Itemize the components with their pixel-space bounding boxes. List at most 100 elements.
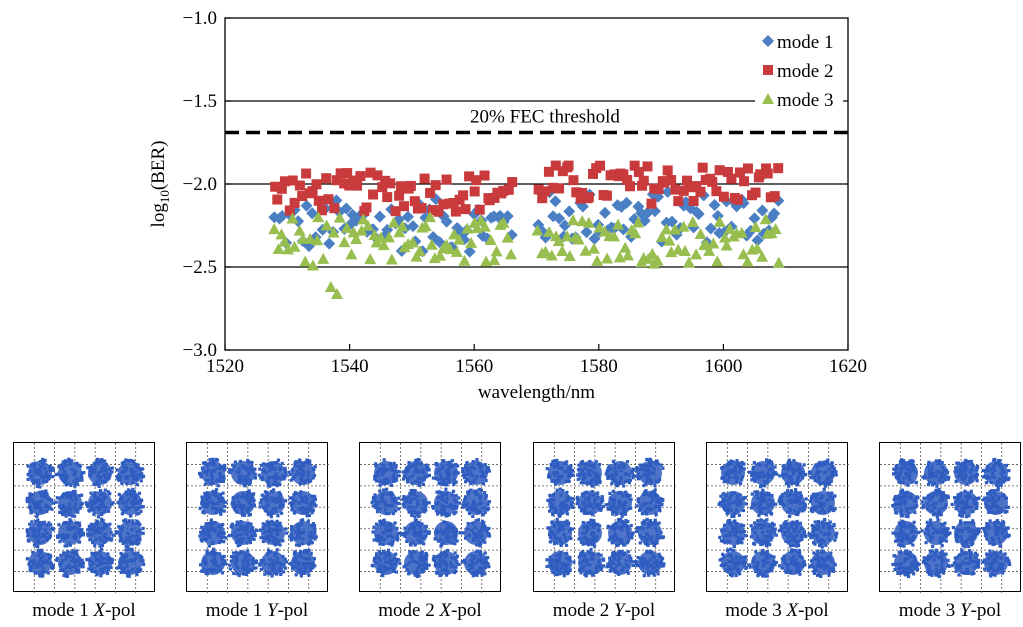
constellation-cluster	[608, 461, 632, 485]
constellation-point	[441, 459, 445, 463]
constellation-point	[401, 470, 405, 474]
constellation-point	[227, 468, 232, 472]
constellation-point	[131, 487, 135, 492]
constellation-point	[810, 524, 814, 528]
constellation-point	[820, 545, 824, 549]
constellation-point	[30, 520, 34, 524]
constellation-point	[131, 519, 135, 523]
constellation-point	[25, 557, 29, 561]
constellation-cluster	[578, 551, 602, 575]
point-mode-1	[598, 206, 611, 219]
constellation-point	[744, 555, 748, 559]
constellation-point	[454, 494, 458, 498]
point-mode-3	[377, 239, 390, 251]
constellation-cluster	[721, 551, 745, 575]
constellation-point	[278, 482, 282, 486]
constellation-point	[635, 469, 639, 473]
constellation-point	[199, 530, 203, 534]
constellation-point	[555, 517, 559, 522]
constellation-point	[288, 472, 292, 477]
constellation-point	[294, 573, 298, 577]
constellation-point	[658, 509, 662, 513]
point-mode-3	[501, 231, 514, 243]
constellation-point	[754, 550, 758, 554]
constellation-cluster	[58, 521, 82, 545]
constellation-point	[769, 512, 774, 516]
constellation-point	[306, 459, 310, 463]
point-mode-2	[537, 193, 548, 204]
constellation-point	[453, 480, 457, 484]
constellation-point	[54, 500, 58, 504]
constellation-point	[823, 484, 828, 488]
constellation-point	[662, 562, 666, 566]
constellation-point	[80, 501, 84, 506]
point-mode-3	[324, 281, 337, 293]
constellation-point	[92, 482, 96, 486]
constellation-point	[260, 493, 264, 497]
constellation-point	[111, 501, 115, 505]
constellation-point	[463, 465, 468, 469]
constellation-point	[235, 520, 239, 524]
point-mode-2	[287, 175, 298, 186]
point-mode-2	[469, 186, 480, 197]
constellation-point	[221, 479, 226, 484]
constellation-point	[57, 523, 61, 527]
constellation-point	[254, 566, 258, 570]
point-mode-2	[734, 167, 745, 178]
constellation-point	[307, 573, 311, 577]
constellation-point	[635, 474, 639, 479]
constellation-point	[222, 509, 226, 513]
constellation-cluster	[58, 491, 82, 515]
constellation-point	[465, 461, 469, 465]
constellation-cluster	[548, 491, 572, 515]
constellation-point	[725, 548, 730, 553]
constellation-point	[108, 522, 112, 526]
point-mode-1	[340, 202, 353, 215]
point-mode-2	[430, 180, 441, 191]
constellation-point	[115, 566, 119, 570]
constellation-point	[266, 484, 270, 488]
constellation-point	[371, 504, 375, 508]
constellation-point	[764, 544, 769, 548]
constellation-point	[829, 462, 834, 466]
constellation-point	[623, 543, 627, 547]
constellation-point	[579, 571, 583, 575]
constellation-point	[749, 506, 753, 510]
constellation-point	[394, 570, 399, 574]
constellation-point	[314, 504, 318, 508]
constellation-point	[80, 528, 84, 533]
point-mode-3	[345, 248, 358, 260]
constellation-point	[440, 512, 444, 517]
constellation-point	[742, 555, 746, 559]
constellation-point	[796, 543, 801, 547]
constellation-point	[562, 574, 566, 578]
constellation-point	[834, 535, 838, 539]
constellation-point	[257, 473, 261, 477]
constellation-point	[721, 552, 725, 556]
constellation-point	[86, 534, 90, 538]
constellation-point	[87, 567, 91, 571]
constellation-point	[628, 493, 632, 498]
constellation-point	[407, 461, 411, 465]
constellation-point	[370, 500, 374, 505]
point-mode-2	[399, 201, 410, 212]
constellation-point	[253, 467, 257, 471]
constellation-point	[795, 544, 799, 548]
point-mode-3	[677, 220, 690, 232]
point-mode-3	[678, 245, 691, 257]
point-mode-3	[410, 250, 423, 262]
constellation-point	[86, 466, 90, 470]
constellation-panel	[359, 442, 502, 593]
point-mode-2	[471, 175, 482, 186]
constellation-point	[40, 548, 44, 552]
constellation-point	[88, 538, 92, 542]
constellation-point	[290, 524, 294, 529]
constellation-point	[63, 544, 67, 548]
constellation-point	[475, 573, 479, 578]
constellation-point	[310, 541, 314, 545]
constellation-point	[827, 482, 832, 486]
constellation-point	[299, 519, 303, 523]
constellation-point	[38, 574, 42, 578]
y-tick-label: −2.5	[183, 257, 217, 278]
legend-label-mode-3: mode 3	[777, 90, 833, 111]
